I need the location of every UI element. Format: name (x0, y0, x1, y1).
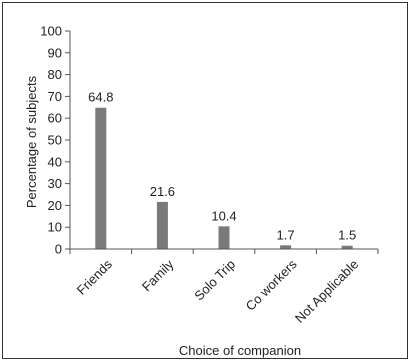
bar-co-workers (280, 245, 292, 249)
y-tick-label: 10 (48, 220, 62, 235)
y-tick-label: 60 (48, 111, 62, 126)
bar-family (156, 201, 168, 249)
y-tick-label: 20 (48, 198, 62, 213)
x-axis-title: Choice of companion (179, 343, 301, 358)
y-tick-label: 50 (48, 133, 62, 148)
y-axis-ticks: 0 10 20 30 40 50 60 70 80 90 100 (40, 24, 70, 257)
x-tick-label: Solo Trip (191, 257, 238, 304)
y-tick-label: 100 (40, 24, 62, 39)
data-label: 1.7 (277, 227, 295, 242)
x-tick-label: Co workers (243, 256, 300, 313)
x-tick-label: Friends (74, 256, 116, 298)
y-tick-label: 90 (48, 45, 62, 60)
data-label: 1.5 (338, 228, 356, 243)
data-label: 21.6 (150, 184, 175, 199)
x-tick-label: Family (139, 256, 177, 294)
data-label: 64.8 (88, 90, 113, 105)
bars-group: 64.8 21.6 10.4 1.7 1.5 (88, 90, 356, 250)
y-tick-label: 40 (48, 154, 62, 169)
data-label: 10.4 (211, 208, 236, 223)
y-tick-label: 80 (48, 67, 62, 82)
y-axis-title: Percentage of subjects (24, 75, 39, 208)
y-tick-label: 0 (55, 242, 62, 257)
bar-not-applicable (341, 245, 353, 249)
y-tick-label: 70 (48, 89, 62, 104)
x-tick-label: Not Applicable (292, 257, 361, 326)
y-tick-label: 30 (48, 176, 62, 191)
bar-friends (95, 107, 107, 250)
bar-solo-trip (218, 226, 230, 249)
